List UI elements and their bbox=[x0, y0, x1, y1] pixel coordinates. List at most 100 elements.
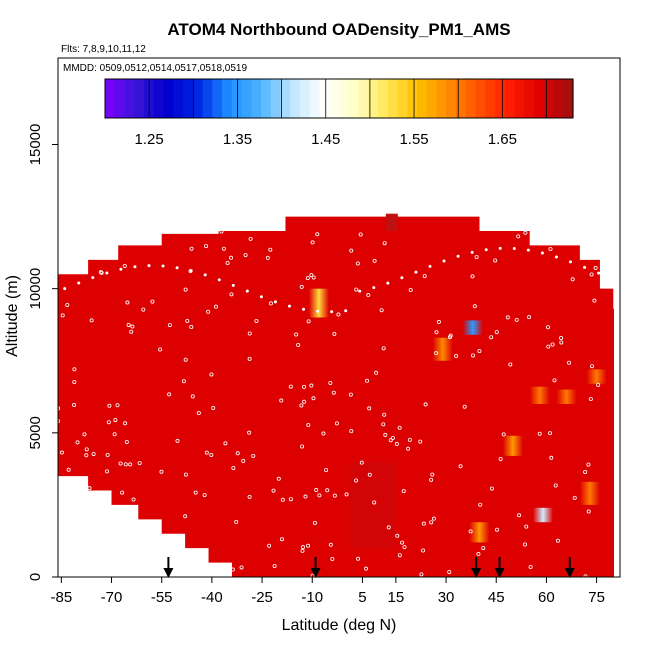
flight-track-point bbox=[89, 318, 94, 323]
flight-track-point bbox=[221, 246, 226, 251]
flight-track-point bbox=[586, 462, 591, 467]
flight-track-point bbox=[241, 458, 246, 463]
flight-track-point bbox=[149, 562, 154, 567]
flight-track-points bbox=[56, 229, 615, 579]
colorbar-segment bbox=[514, 79, 525, 118]
flight-track-point bbox=[386, 281, 390, 285]
y-axis: 0 5000 10000 15000 bbox=[27, 124, 58, 581]
flight-track-point bbox=[400, 540, 405, 545]
flight-track-point bbox=[259, 295, 263, 299]
x-tick-label: 5 bbox=[358, 589, 366, 606]
colorbar-segment bbox=[173, 79, 184, 118]
colorbar-segment bbox=[192, 79, 204, 118]
flight-track-point bbox=[498, 456, 503, 461]
flight-track-point bbox=[431, 516, 436, 521]
flight-track-point bbox=[75, 440, 80, 445]
flight-track-point bbox=[553, 483, 558, 488]
flight-track-point bbox=[196, 410, 201, 415]
flight-track-point bbox=[442, 259, 446, 263]
flight-track-point bbox=[301, 545, 306, 550]
flight-track-point bbox=[189, 325, 194, 330]
flight-track-point bbox=[309, 273, 314, 278]
flight-track-point bbox=[527, 315, 532, 320]
anomaly-cell bbox=[462, 320, 483, 335]
flight-track-point bbox=[120, 490, 125, 495]
flight-track-point bbox=[414, 270, 418, 274]
flight-track-point bbox=[175, 266, 179, 270]
colorbar-segment bbox=[378, 79, 389, 118]
sounding-markers bbox=[163, 557, 575, 578]
flight-track-point bbox=[175, 438, 180, 443]
flight-track-point bbox=[367, 472, 372, 477]
flight-track-point bbox=[273, 300, 277, 304]
colorbar-segment bbox=[475, 79, 486, 118]
colorbar-segment bbox=[183, 79, 194, 118]
flight-track-point bbox=[567, 360, 572, 365]
flight-track-point bbox=[243, 253, 248, 258]
flight-track-point bbox=[468, 529, 473, 534]
flight-track-point bbox=[268, 247, 273, 252]
flight-track-point bbox=[124, 439, 129, 444]
flights-subtitle: Flts: 7,8,9,10,11,12 bbox=[61, 44, 146, 55]
x-tick-label: 75 bbox=[588, 589, 605, 606]
flight-track-point bbox=[517, 513, 522, 518]
y-tick-label: 10000 bbox=[27, 268, 44, 310]
colorbar-segment bbox=[543, 79, 555, 118]
flight-track-point bbox=[219, 229, 224, 234]
flight-track-point bbox=[299, 284, 304, 289]
flight-track-point bbox=[305, 276, 310, 281]
colorbar bbox=[104, 78, 574, 119]
flight-track-point bbox=[546, 325, 551, 330]
flight-track-point bbox=[332, 493, 337, 498]
flight-track-point bbox=[372, 258, 377, 263]
flight-track-point bbox=[548, 246, 553, 251]
flight-track-point bbox=[367, 406, 372, 411]
flight-track-point bbox=[161, 264, 165, 268]
flight-track-point bbox=[344, 309, 348, 313]
flight-track-point bbox=[268, 301, 273, 306]
flight-track-point bbox=[434, 351, 439, 356]
flight-track-point bbox=[99, 270, 104, 275]
flight-track-point bbox=[118, 461, 123, 466]
flight-track-point bbox=[267, 543, 272, 548]
anomaly-cell bbox=[469, 522, 490, 543]
flight-track-point bbox=[447, 569, 452, 574]
flight-track-point bbox=[394, 442, 399, 447]
flight-track-point bbox=[540, 251, 544, 255]
flight-track-point bbox=[317, 493, 322, 498]
y-tick-label: 0 bbox=[27, 573, 44, 581]
flight-track-point bbox=[84, 447, 89, 452]
flight-track-point bbox=[280, 497, 285, 502]
flight-track-point bbox=[532, 239, 537, 244]
flight-track-point bbox=[526, 248, 530, 252]
flight-track-point bbox=[372, 500, 377, 505]
flight-track-point bbox=[537, 431, 542, 436]
flight-track-point bbox=[309, 383, 314, 388]
flight-track-point bbox=[363, 566, 368, 571]
flight-track-point bbox=[141, 307, 146, 312]
colorbar-segment bbox=[202, 79, 213, 118]
flight-track-point bbox=[211, 406, 216, 411]
flight-track-point bbox=[63, 566, 68, 571]
flight-track-point bbox=[334, 421, 339, 426]
y-tick-label: 15000 bbox=[27, 124, 44, 166]
anomaly-cell bbox=[579, 481, 600, 505]
colorbar-segment bbox=[319, 79, 330, 118]
flight-track-point bbox=[84, 453, 89, 458]
flight-track-point bbox=[183, 514, 188, 519]
data-field bbox=[58, 213, 614, 578]
flight-track-point bbox=[489, 486, 494, 491]
flight-track-point bbox=[364, 378, 369, 383]
flight-track-point bbox=[276, 476, 281, 481]
flight-track-point bbox=[72, 367, 77, 372]
flight-track-point bbox=[408, 287, 413, 292]
x-tick-label: 30 bbox=[438, 589, 455, 606]
flight-track-point bbox=[325, 488, 330, 493]
flight-track-point bbox=[65, 302, 70, 307]
colorbar-frame bbox=[104, 78, 574, 119]
flight-track-point bbox=[105, 271, 109, 275]
flight-track-point bbox=[204, 450, 209, 455]
flight-track-point bbox=[402, 545, 407, 550]
x-tick-label: 15 bbox=[388, 589, 405, 606]
